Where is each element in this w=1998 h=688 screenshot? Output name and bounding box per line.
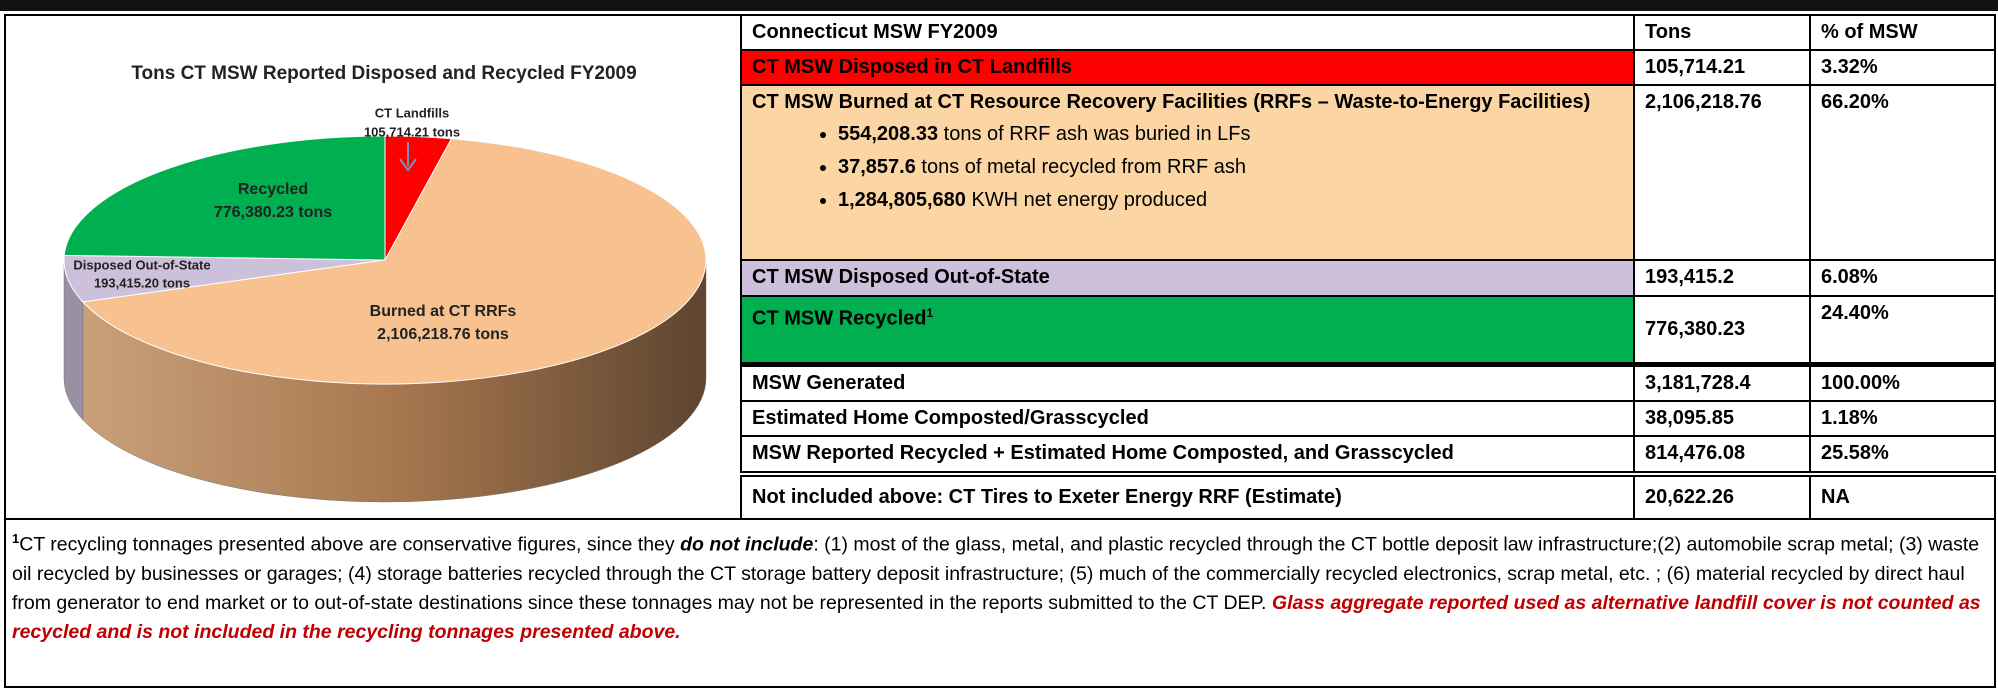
cell: 193,415.2 [1633,258,1811,297]
pie-slice [63,135,386,261]
bullet-list: 554,208.33 tons of RRF ash was buried in… [752,118,1623,217]
note-marker: 1 [926,305,934,320]
pie-chart: Tons CT MSW Reported Disposed and Recycl… [63,63,707,503]
bullet-number: 554,208.33 [838,123,939,146]
cell: CT MSW Disposed Out-of-State [740,258,1635,297]
cell: 3,181,728.4 [1633,362,1811,403]
slice-label: Disposed Out-of-State [73,257,210,272]
cell: 25.58% [1809,435,1996,477]
row: MSW Generated 3,181,728.4 100.00% [5,362,1996,403]
bullet: 554,208.33 tons of RRF ash was buried in… [838,118,1623,151]
cell: 38,095.85 [1633,400,1811,438]
cell: CT MSW Burned at CT Resource Recovery Fa… [740,84,1635,261]
bullet-number: 37,857.6 [838,156,916,179]
pie-slice [81,138,707,385]
slice-label: CT Landfills [375,105,449,120]
cell: 814,476.08 [1633,435,1811,477]
bullet: 37,857.6 tons of metal recycled from RRF… [838,151,1623,184]
cell: NA [1809,472,1996,521]
cell-text: CT MSW Burned at CT Resource Recovery Fa… [752,91,1591,114]
row: MSW Reported Recycled + Estimated Home C… [5,435,1996,477]
slice-label: Burned at CT RRFs [370,303,517,320]
cell: CT MSW Recycled1 [740,294,1635,366]
cell: 24.40% [1809,294,1996,366]
cell: 3.32% [1809,49,1996,87]
row: CT MSW Burned at CT Resource Recovery Fa… [5,84,1996,261]
cell: 1.18% [1809,400,1996,438]
cell: 2,106,218.76 [1633,84,1811,261]
cell: 6.08% [1809,258,1996,297]
pie-slice [63,254,386,303]
chart-title: Tons CT MSW Reported Disposed and Recycl… [131,63,636,84]
msw-table: Tons CT MSW Reported Disposed and Recycl… [4,13,1996,688]
footnote-warning: Glass aggregate reported used as alterna… [12,591,1981,643]
bullet: 1,284,805,680 KWH net energy produced [838,184,1623,217]
bullet-number: 1,284,805,680 [838,189,966,212]
label-arrow-head [399,158,417,172]
row: CT MSW Disposed Out-of-State 193,415.2 6… [5,258,1996,297]
cell: Not included above: CT Tires to Exeter E… [740,472,1635,521]
header-cell: Connecticut MSW FY2009 [740,13,1635,52]
bullet-text: tons of metal recycled from RRF ash [915,156,1246,179]
row: CT MSW Disposed in CT Landfills 105,714.… [5,49,1996,87]
cell: 100.00% [1809,362,1996,403]
pie-panel: Tons CT MSW Reported Disposed and Recycl… [4,14,742,520]
cell: 105,714.21 [1633,49,1811,87]
bullet-text: KWH net energy produced [965,189,1208,212]
cell-text: CT MSW Recycled [752,307,927,330]
row: Estimated Home Composted/Grasscycled 38,… [5,400,1996,438]
header-cell: % of MSW [1809,13,1996,52]
cell: MSW Reported Recycled + Estimated Home C… [740,435,1635,477]
header-row: Tons CT MSW Reported Disposed and Recycl… [4,13,1996,520]
bullet-text: tons of RRF ash was buried in LFs [938,123,1251,146]
row: Not included above: CT Tires to Exeter E… [5,472,1996,521]
footnote-row: 1CT recycling tonnages presented above a… [4,518,1996,688]
header-cell: Tons [1633,13,1811,52]
cell: MSW Generated [740,362,1635,403]
row: CT MSW Recycled1 776,380.23 24.40% [5,294,1996,366]
slice-label: Recycled [238,181,308,198]
footnote-marker: 1 [12,531,20,546]
slice-value-label: 193,415.20 tons [94,275,190,290]
top-bar [0,0,1998,11]
footnote-emphasis: do not include [680,533,814,556]
footnote: 1CT recycling tonnages presented above a… [4,518,1996,688]
cell: 66.20% [1809,84,1996,261]
cell: Estimated Home Composted/Grasscycled [740,400,1635,438]
slice-value-label: 105,714.21 tons [364,124,460,139]
footnote-text: CT recycling tonnages presented above ar… [19,533,681,556]
slice-value-label: 776,380.23 tons [214,204,332,221]
cell: CT MSW Disposed in CT Landfills [740,49,1635,87]
cell: 20,622.26 [1633,472,1811,521]
footnote-text: : (1) most of the glass, metal, and plas… [12,533,1980,614]
cell: 776,380.23 [1633,294,1811,366]
slice-value-label: 2,106,218.76 tons [377,326,509,343]
